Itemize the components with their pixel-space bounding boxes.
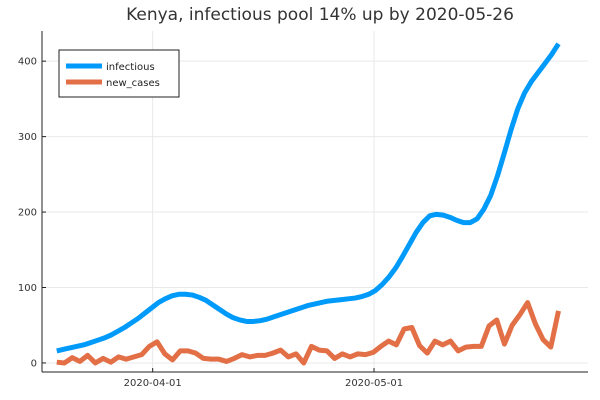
y-tick-label-4: 400 [18,57,37,68]
axes [41,31,588,373]
series-line-infectious [56,42,561,354]
grid [42,31,588,372]
series-line-new-cases [56,300,561,366]
y-tick-label-0: 0 [31,358,37,369]
legend-box [58,49,180,98]
y-tick-label-2: 200 [18,208,37,219]
tick-labels: 0 100 200 300 400 2020-04-01 2020-05-01 [18,57,403,389]
y-tick-label-3: 300 [18,132,37,143]
y-tick-label-1: 100 [18,283,37,294]
legend-label-new-cases: new_cases [106,78,160,89]
x-tick-label-1: 2020-05-01 [345,378,403,389]
legend-label-infectious: infectious [106,62,155,73]
legend: infectious new_cases [58,49,180,98]
chart-title: Kenya, infectious pool 14% up by 2020-05… [126,5,514,25]
series [56,42,561,366]
x-tick-label-0: 2020-04-01 [124,378,182,389]
